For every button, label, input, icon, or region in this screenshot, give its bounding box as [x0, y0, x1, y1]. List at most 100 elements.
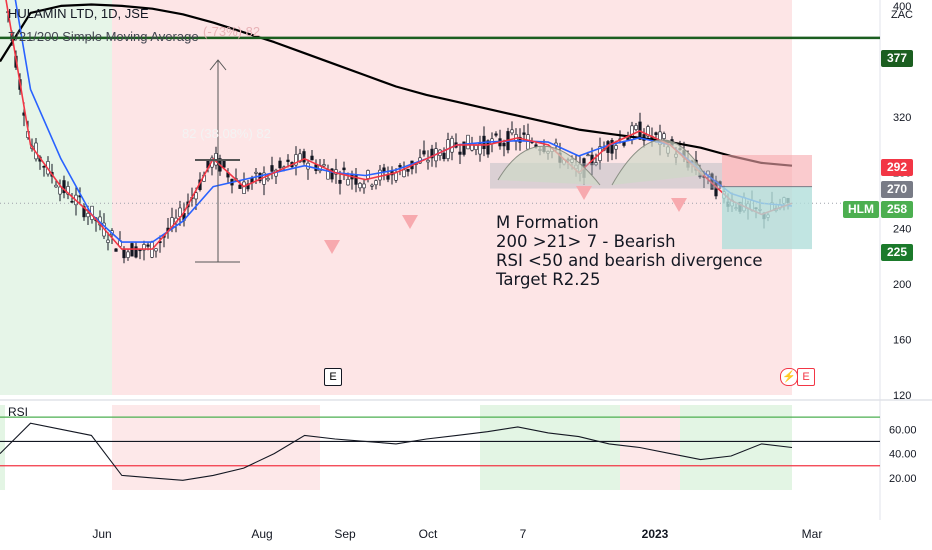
candle-body [146, 244, 150, 247]
time-axis-tick: 2023 [642, 527, 669, 541]
candle-body [378, 169, 382, 181]
rsi-bg-zone [0, 405, 5, 490]
candle-body [462, 141, 466, 155]
header-symbol: HULAMIN LTD, 1D, JSE [8, 6, 149, 21]
rsi-axis-tick: 20.00 [889, 473, 917, 485]
target-price-badge: 225 [881, 244, 913, 261]
time-axis-tick: Aug [251, 527, 272, 541]
entry-price-badge: 270 [881, 181, 913, 198]
time-axis-tick: Sep [334, 527, 356, 541]
candle-body [466, 134, 470, 150]
annotation-line-1: M Formation [496, 213, 599, 232]
ticker-badge: HLM [843, 201, 879, 218]
time-axis-tick: 7 [520, 527, 527, 541]
candle-body [86, 213, 90, 218]
m-peak-2 [611, 139, 706, 186]
candle-body [450, 138, 454, 153]
target-box [722, 186, 812, 250]
target-top-price-badge: 292 [881, 159, 913, 176]
rsi-bg-zone [680, 405, 792, 490]
candle-body [254, 171, 258, 174]
dividend-flash-icon[interactable]: ⚡ [780, 368, 798, 386]
candle-body [406, 168, 410, 172]
candle-body [518, 136, 522, 143]
candle-body [646, 126, 650, 137]
candle-body [70, 200, 74, 203]
currency-label: ZAC [891, 9, 913, 21]
candle-body [634, 125, 638, 130]
candle-body [474, 145, 478, 150]
candle-body [302, 151, 306, 163]
bearish-signal-triangle [402, 215, 418, 229]
rsi-line [0, 422, 793, 481]
candle-body [294, 154, 298, 166]
candle-body [126, 251, 130, 258]
candle-body [42, 165, 46, 168]
candle-body [134, 246, 138, 258]
candle-body [422, 150, 426, 155]
candle-body [358, 183, 362, 189]
price-axis-tick: 200 [893, 279, 911, 291]
candle-body [266, 178, 270, 181]
candle-body [374, 180, 378, 186]
header-indicator: 7/21/200 Simple Moving Average [8, 29, 199, 44]
candle-body [194, 192, 198, 200]
earnings-event-marker-2[interactable]: E [797, 368, 815, 386]
time-axis-tick: Jun [92, 527, 111, 541]
measure-arrow-head [209, 59, 227, 71]
bull-regime-zone [0, 0, 112, 395]
bear-regime-zone [112, 0, 792, 395]
m-peak-1 [497, 145, 601, 186]
bearish-signal-triangle [324, 240, 340, 254]
rsi-bg-zone [320, 405, 480, 490]
rsi-axis-tick: 40.00 [889, 449, 917, 461]
candle-body [122, 248, 126, 259]
annotation-line-3: RSI <50 and bearish divergence [496, 251, 763, 270]
price-axis-tick: 400 [893, 1, 911, 13]
candle-body [458, 151, 462, 155]
faded-measure-label-2: 82 (38.08%) 82 [182, 126, 271, 141]
candle-body [370, 184, 374, 187]
rsi-bg-zone [620, 405, 680, 490]
candle-body [106, 239, 110, 243]
candle-body [346, 179, 350, 186]
candle-body [58, 186, 62, 195]
candle-body [610, 140, 614, 154]
candle-body [270, 165, 274, 172]
candle-body [430, 148, 434, 159]
time-axis-tick: Oct [419, 527, 438, 541]
candle-body [154, 248, 158, 252]
candle-body [342, 167, 346, 171]
candle-body [298, 153, 302, 163]
price-axis-tick: 160 [893, 334, 911, 346]
faded-measure-label-1: (-73%) 82 [203, 24, 261, 39]
bearish-signal-triangle [671, 198, 687, 212]
candle-body [278, 160, 282, 169]
candle-body [62, 180, 66, 194]
candle-body [310, 155, 314, 161]
annotation-line-2: 200 >21> 7 - Bearish [496, 232, 676, 251]
candle-body [402, 169, 406, 178]
earnings-event-marker[interactable]: E [324, 368, 342, 386]
candle-body [394, 172, 398, 181]
candle-body [338, 179, 342, 184]
candle-body [66, 186, 70, 195]
candle-body [114, 248, 118, 252]
candle-body [494, 133, 498, 136]
candle-body [222, 160, 226, 168]
candle-body [330, 168, 334, 180]
candle-body [614, 145, 618, 150]
annotation-line-4: Target R2.25 [496, 270, 601, 289]
bearish-signal-triangle [576, 186, 592, 200]
candle-body [522, 132, 526, 135]
rsi-bg-zone [480, 405, 620, 490]
candle-body [362, 183, 366, 189]
candle-body [82, 206, 86, 218]
rsi-axis-tick: 60.00 [889, 424, 917, 436]
rsi-title: RSI [8, 405, 28, 419]
resistance-price-badge: 377 [881, 50, 913, 67]
candle-body [594, 162, 598, 166]
candle-body [398, 165, 402, 168]
candle-body [510, 129, 514, 134]
